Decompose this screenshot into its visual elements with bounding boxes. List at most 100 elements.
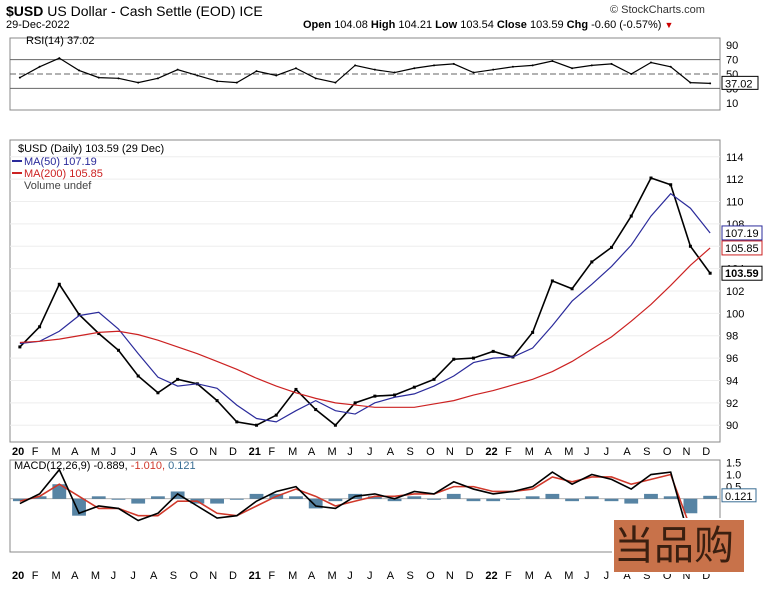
chart-date: 29-Dec-2022	[6, 19, 70, 31]
price-bar	[274, 413, 278, 417]
x-tick-label: M	[91, 446, 100, 458]
x-tick-label: N	[209, 570, 217, 582]
x-tick-label: J	[347, 446, 353, 458]
x-tick-label: M	[51, 446, 60, 458]
x-tick-label: A	[308, 570, 316, 582]
rsi-point	[373, 68, 376, 71]
x-tick-label: M	[288, 446, 297, 458]
rsi-point	[630, 73, 633, 75]
x-tick-label: N	[446, 446, 454, 458]
price-bar	[156, 391, 160, 395]
x-tick-label: A	[387, 570, 395, 582]
macd-histogram-bar	[308, 498, 323, 509]
ma200-last-value-box	[721, 240, 763, 256]
macd-histogram-bar	[525, 496, 540, 499]
macd-histogram-bar	[91, 496, 106, 499]
x-tick-label: M	[328, 446, 337, 458]
high-label: High	[370, 19, 396, 31]
x-tick-label: F	[505, 570, 512, 582]
rsi-point	[58, 57, 61, 60]
x-tick-label: F	[268, 570, 275, 582]
macd-histogram-bar	[111, 498, 126, 500]
price-tick-label: 112	[726, 174, 744, 186]
price-bar	[452, 357, 456, 361]
x-tick-label: D	[466, 570, 474, 582]
x-tick-label: J	[584, 446, 590, 458]
macd-last-value: 0.121	[725, 491, 753, 503]
x-tick-label: M	[525, 446, 534, 458]
rsi-point	[216, 80, 219, 83]
x-tick-label: A	[545, 570, 553, 582]
price-bar	[97, 332, 101, 336]
rsi-point	[551, 60, 554, 63]
price-bar	[688, 244, 692, 248]
macd-histogram-bar	[52, 484, 67, 499]
exchange-label: ICE	[239, 3, 263, 19]
rsi-line	[19, 57, 711, 84]
price-bar	[294, 387, 298, 391]
x-tick-label: J	[111, 570, 117, 582]
price-tick-label: 100	[726, 308, 744, 320]
macd-histogram-bar	[663, 496, 678, 499]
macd-legend: MACD(12,26,9) -0.889, -1.010, 0.121	[14, 460, 196, 472]
macd-histogram-bar	[367, 496, 382, 499]
x-tick-label: A	[71, 446, 79, 458]
rsi-point	[18, 76, 21, 79]
rsi-point	[235, 81, 238, 84]
x-tick-label: D	[229, 446, 237, 458]
x-tick-label: 20	[12, 446, 24, 458]
ma50-legend: MA(50) 107.19	[24, 156, 97, 168]
x-tick-label: S	[170, 570, 177, 582]
rsi-point	[78, 69, 81, 72]
price-bar	[590, 260, 594, 264]
symbol-label: $USD	[6, 3, 44, 19]
price-bar	[432, 377, 436, 381]
macd-histogram-bar	[644, 493, 658, 499]
price-bar	[649, 176, 653, 180]
rsi-last-value-box	[721, 75, 759, 90]
x-tick-label: N	[209, 446, 217, 458]
x-tick-label: J	[130, 570, 136, 582]
price-bar	[471, 356, 475, 360]
x-tick-label: M	[288, 570, 297, 582]
x-tick-label: O	[426, 570, 435, 582]
ma50-line	[19, 192, 711, 423]
chg-value: -0.60 (-0.57%)	[591, 19, 662, 31]
x-tick-label: A	[387, 446, 395, 458]
rsi-point	[294, 67, 297, 70]
rsi-point	[649, 61, 652, 64]
x-tick-label: J	[130, 446, 136, 458]
macd-signal-line	[19, 473, 711, 529]
macd-tick-label: 1.0	[726, 470, 741, 482]
x-tick-label: F	[32, 570, 39, 582]
price-bar	[669, 183, 673, 187]
rsi-last-value: 37.02	[725, 78, 753, 90]
price-bar	[491, 349, 495, 353]
rsi-point	[275, 74, 278, 77]
x-tick-label: A	[545, 446, 553, 458]
x-tick-label: 21	[249, 446, 261, 458]
x-tick-label: O	[426, 446, 435, 458]
price-tick-label: 110	[726, 197, 744, 209]
price-bar	[255, 423, 259, 427]
price-bar	[570, 287, 574, 291]
x-tick-label: M	[564, 570, 573, 582]
price-bar	[18, 345, 22, 349]
price-bar	[333, 423, 337, 427]
x-tick-label: F	[505, 446, 512, 458]
x-tick-label: M	[328, 570, 337, 582]
price-bar	[373, 394, 377, 398]
rsi-point	[689, 81, 692, 84]
rsi-point	[531, 64, 534, 67]
price-bar	[708, 271, 712, 275]
price-line	[19, 177, 711, 427]
x-tick-label: S	[643, 446, 650, 458]
macd-histogram-bar	[703, 495, 718, 499]
price-bar	[215, 399, 219, 403]
macd-histogram-bar	[486, 498, 501, 502]
x-tick-label: S	[406, 570, 413, 582]
x-tick-label: 22	[485, 570, 497, 582]
ma200-last-value: 105.85	[725, 243, 759, 255]
x-tick-label: 21	[249, 570, 261, 582]
macd-tick-label: 1.5	[726, 457, 741, 469]
